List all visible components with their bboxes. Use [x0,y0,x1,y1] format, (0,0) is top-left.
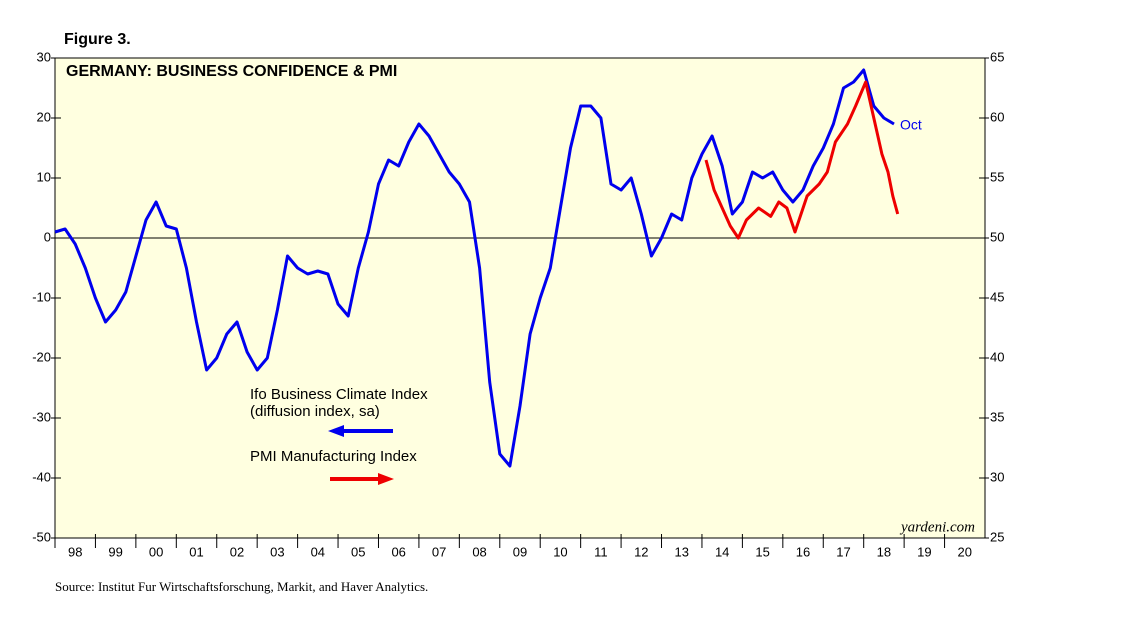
x-tick-label: 99 [108,544,122,559]
x-tick-label: 07 [432,544,446,559]
x-tick-label: 06 [391,544,405,559]
y2-tick-label: 60 [990,109,1004,124]
y-tick-label: 20 [37,109,51,124]
y2-tick-label: 65 [990,49,1004,64]
y2-tick-label: 35 [990,409,1004,424]
figure-label: Figure 3. [64,31,131,48]
legend-arrow [330,473,394,485]
source: Source: Institut Fur Wirtschaftsforschun… [55,579,428,594]
y2-tick-label: 25 [990,529,1004,544]
y2-tick-label: 55 [990,169,1004,184]
y-tick-label: 30 [37,49,51,64]
x-tick-label: 20 [958,544,972,559]
x-tick-label: 08 [472,544,486,559]
legend-label: Ifo Business Climate Index [250,386,428,403]
y-tick-label: -40 [32,469,51,484]
x-tick-label: 04 [311,544,325,559]
x-tick-label: 02 [230,544,244,559]
series-line [704,80,900,240]
x-tick-label: 12 [634,544,648,559]
x-tick-label: 10 [553,544,567,559]
x-tick-label: 18 [877,544,891,559]
y2-tick-label: 30 [990,469,1004,484]
x-tick-label: 05 [351,544,365,559]
legend-arrow [328,425,393,437]
y-tick-label: -50 [32,529,51,544]
y-tick-label: 10 [37,169,51,184]
x-tick-label: 17 [836,544,850,559]
plot-area [54,57,986,539]
chart-title: GERMANY: BUSINESS CONFIDENCE & PMI [66,63,397,80]
y2-tick-label: 50 [990,229,1004,244]
x-tick-label: 00 [149,544,163,559]
watermark: yardeni.com [899,519,975,535]
x-tick-label: 14 [715,544,729,559]
x-tick-label: 11 [594,544,608,559]
end-label: Oct [900,117,922,133]
x-tick-label: 15 [755,544,769,559]
x-tick-label: 19 [917,544,931,559]
y2-tick-label: 45 [990,289,1004,304]
x-tick-label: 16 [796,544,810,559]
x-tick-label: 09 [513,544,527,559]
legend-note: (diffusion index, sa) [250,403,380,420]
series-line [54,68,895,468]
x-tick-label: 03 [270,544,284,559]
legend-label: PMI Manufacturing Index [250,448,417,465]
y-tick-label: 0 [44,229,51,244]
x-tick-label: 01 [189,544,203,559]
y-tick-label: -20 [32,349,51,364]
x-tick-label: 13 [675,544,689,559]
y-tick-label: -10 [32,289,51,304]
y-tick-label: -30 [32,409,51,424]
x-tick-label: 98 [68,544,82,559]
y2-tick-label: 40 [990,349,1004,364]
